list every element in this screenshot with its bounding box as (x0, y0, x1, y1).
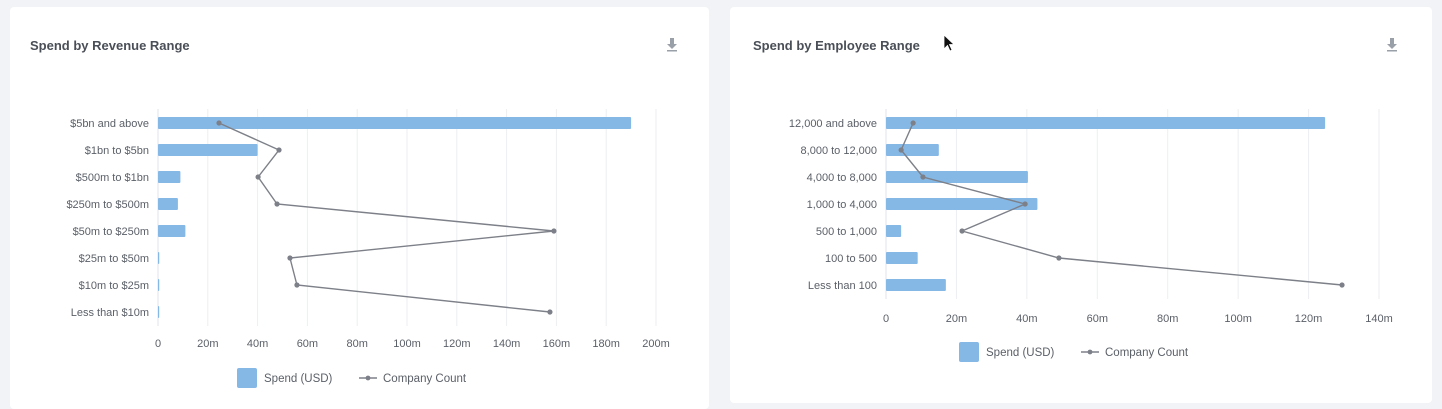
x-tick-label: 60m (1087, 313, 1108, 325)
card-title: Spend by Revenue Range (30, 38, 190, 53)
y-category-label: $500m to $1bn (76, 172, 149, 184)
point-company-count (216, 120, 222, 126)
y-category-label: $25m to $50m (79, 253, 149, 265)
point-company-count (910, 120, 916, 126)
x-tick-label: 20m (197, 338, 218, 350)
mouse-pointer-icon (943, 34, 956, 52)
download-icon (667, 38, 677, 52)
x-tick-label: 20m (946, 313, 967, 325)
bar-spend (158, 144, 258, 156)
x-tick-label: 80m (346, 338, 367, 350)
x-tick-label: 140m (1365, 313, 1393, 325)
y-category-label: 1,000 to 4,000 (807, 199, 877, 211)
y-category-label: $250m to $500m (66, 199, 149, 211)
legend-swatch-spend (237, 368, 257, 388)
legend-label-spend: Spend (USD) (986, 347, 1055, 359)
bar-spend (886, 279, 946, 291)
line-company-count (218, 122, 554, 313)
point-company-count (287, 255, 293, 261)
y-category-label: $50m to $250m (73, 226, 149, 238)
y-category-label: 12,000 and above (789, 118, 877, 130)
bar-spend (886, 171, 1028, 183)
point-company-count (959, 228, 965, 234)
point-company-count (1022, 201, 1028, 207)
y-category-label: 8,000 to 12,000 (801, 145, 877, 157)
legend-label-company-count: Company Count (383, 373, 467, 385)
employee-range-card: Spend by Employee Range (730, 7, 1432, 403)
y-category-label: Less than $10m (71, 307, 149, 319)
card-title: Spend by Employee Range (753, 38, 920, 53)
x-tick-label: 140m (493, 338, 521, 350)
x-tick-label: 120m (1295, 313, 1323, 325)
point-company-count (551, 228, 557, 234)
x-tick-label: 80m (1157, 313, 1178, 325)
bar-spend (158, 117, 632, 129)
point-company-count (294, 282, 300, 288)
point-company-count (276, 147, 282, 153)
point-company-count (1339, 282, 1345, 288)
bar-spend (158, 279, 160, 291)
x-tick-label: 100m (393, 338, 421, 350)
download-button[interactable] (665, 37, 679, 53)
x-tick-label: 200m (642, 338, 670, 350)
x-tick-label: 0 (883, 313, 889, 325)
x-tick-label: 40m (247, 338, 268, 350)
x-tick-label: 60m (297, 338, 318, 350)
y-category-label: 100 to 500 (825, 253, 877, 265)
legend-label-spend: Spend (USD) (264, 373, 333, 385)
download-icon (1387, 38, 1397, 52)
y-category-label: 500 to 1,000 (816, 226, 877, 238)
bar-spend (158, 171, 181, 183)
bar-spend (158, 252, 160, 264)
x-tick-label: 160m (543, 338, 571, 350)
y-category-label: $5bn and above (70, 118, 149, 130)
bar-spend (886, 252, 918, 264)
x-tick-label: 100m (1224, 313, 1252, 325)
point-company-count (255, 174, 261, 180)
x-tick-label: 120m (443, 338, 471, 350)
legend-label-company-count: Company Count (1105, 347, 1189, 359)
y-category-label: $1bn to $5bn (85, 145, 149, 157)
bar-spend (158, 225, 186, 237)
point-company-count (547, 309, 553, 315)
y-category-label: $10m to $25m (79, 280, 149, 292)
bar-spend (886, 198, 1038, 210)
x-tick-label: 40m (1016, 313, 1037, 325)
download-button[interactable] (1385, 37, 1399, 53)
legend-swatch-point (365, 375, 371, 381)
bar-spend (886, 117, 1326, 129)
point-company-count (898, 147, 904, 153)
y-category-label: 4,000 to 8,000 (807, 172, 877, 184)
bar-spend (158, 198, 178, 210)
point-company-count (920, 174, 926, 180)
bar-spend (158, 306, 160, 318)
bar-spend (886, 225, 902, 237)
y-category-label: Less than 100 (808, 280, 877, 292)
legend-swatch-spend (959, 342, 979, 362)
point-company-count (1056, 255, 1062, 261)
point-company-count (274, 201, 280, 207)
x-tick-label: 180m (592, 338, 620, 350)
bar-spend (886, 144, 939, 156)
x-tick-label: 0 (155, 338, 161, 350)
legend-swatch-point (1087, 349, 1093, 355)
revenue-range-card: Spend by Revenue Range (10, 7, 709, 409)
